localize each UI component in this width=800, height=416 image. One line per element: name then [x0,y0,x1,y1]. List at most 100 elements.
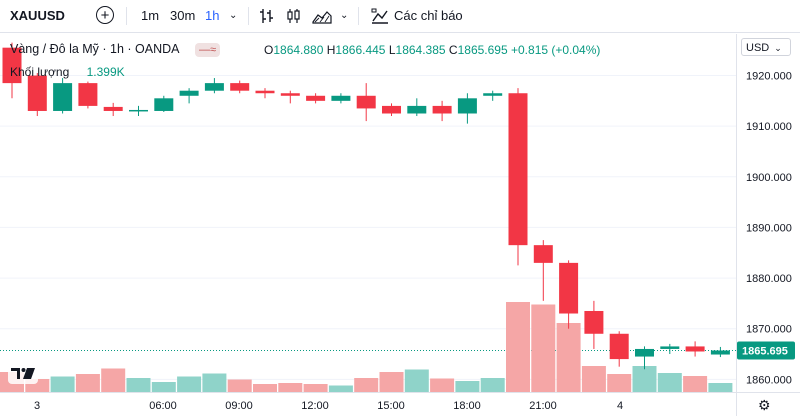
candle-body[interactable] [559,262,579,314]
open-value: 1864.880 [273,43,324,57]
candle-body[interactable] [356,95,376,109]
volume-bar [303,384,328,392]
indicators-button[interactable]: Các chỉ báo [394,8,463,23]
chevron-down-icon[interactable]: ⌄ [340,10,349,21]
area-style-icon[interactable] [312,8,332,24]
price-tick-label: 1870.000 [746,324,792,336]
volume-bar [455,381,480,392]
last-price-label: 1865.695 [742,346,788,358]
volume-bar [430,378,455,392]
candle-style-icon[interactable] [286,8,302,24]
volume-label[interactable]: Khối lượng [10,65,70,79]
volume-bar [202,373,227,392]
candle-body[interactable] [660,346,680,349]
price-tick-label: 1920.000 [746,71,792,83]
symbol-search[interactable]: XAUUSD [10,8,65,23]
candle-body[interactable] [154,98,174,111]
candle-body[interactable] [685,346,705,352]
price-tick-label: 1860.000 [746,374,792,386]
volume-bar [151,382,176,392]
candle-body[interactable] [230,83,250,91]
volume-bar [354,378,379,392]
candle-body[interactable] [457,98,477,114]
volume-bar [50,376,75,392]
candle-body[interactable] [53,83,73,111]
volume-bar [480,378,505,392]
candle-body[interactable] [129,109,148,112]
interval-30m[interactable]: 30m [170,8,196,23]
low-label: L [388,43,396,57]
price-tick-label: 1880.000 [746,273,792,285]
volume-bar [632,366,657,392]
close-label: C [448,43,458,57]
volume-bar [607,374,632,392]
volume-bar [404,369,429,392]
toolbar-divider [248,7,249,25]
candle-body[interactable] [255,90,275,94]
volume-bar [253,384,277,392]
currency-label: USD [746,42,770,54]
volume-bar [683,376,708,392]
volume-bar [379,372,404,392]
candle-body[interactable] [483,93,503,96]
candle-body[interactable] [179,90,199,96]
candle-body[interactable] [2,47,22,84]
candle-body[interactable] [204,83,224,91]
candle-body[interactable] [635,348,654,357]
candle-body[interactable] [382,105,401,114]
candle-body[interactable] [306,95,326,101]
top-toolbar: XAUUSD + 1m 30m 1h ⌄ ⌄ Các chỉ báo [0,0,800,33]
currency-select[interactable]: USD ⌄ [741,38,791,56]
time-tick-label: 3 [34,400,40,412]
candle-body[interactable] [432,105,452,114]
candle-body[interactable] [584,310,604,334]
candle-body[interactable] [533,245,553,263]
candle-body[interactable] [407,105,427,114]
volume-value: 1.399K [86,65,125,79]
tradingview-logo-icon[interactable] [8,362,38,384]
candle-body[interactable] [508,93,528,246]
chevron-down-icon[interactable]: ⌄ [229,10,238,21]
gear-icon[interactable]: ⚙ [758,397,771,413]
time-tick-label: 12:00 [301,400,329,412]
high-label: H [326,43,336,57]
plus-circle-icon[interactable]: + [96,6,114,24]
open-label: O [264,43,274,57]
time-tick-label: 09:00 [225,400,253,412]
volume-legend: Khối lượng 1.399K [10,65,125,79]
time-tick-label: 18:00 [453,400,481,412]
candle-body[interactable] [609,333,629,360]
candle-body[interactable] [710,350,730,355]
price-tick-label: 1900.000 [746,172,792,184]
candle-body[interactable] [331,95,351,101]
time-tick-label: 06:00 [149,400,177,412]
volume-bar [278,383,303,392]
volume-bar [708,383,733,392]
candle-body[interactable] [27,75,47,111]
price-tick-label: 1910.000 [746,121,792,133]
time-tick-label: 15:00 [377,400,405,412]
volume-bar [506,302,530,392]
time-tick-label: 21:00 [529,400,557,412]
volume-bar [556,323,581,392]
time-tick-label: 4 [617,400,623,412]
bar-style-icon[interactable] [259,8,275,24]
toolbar-divider [358,7,359,25]
interval-1h[interactable]: 1h [205,8,220,23]
candle-body[interactable] [78,83,98,106]
volume-bar [75,374,100,392]
wave-icon[interactable]: —≈ [195,42,221,57]
volume-bar [227,379,252,392]
candle-body[interactable] [103,106,123,111]
volume-bar [581,366,606,392]
volume-bar [657,373,682,392]
interval-1m[interactable]: 1m [141,8,160,23]
change-value: +0.815 (+0.04%) [511,43,601,57]
indicators-icon[interactable] [371,8,389,24]
symbol-title[interactable]: Vàng / Đô la Mỹ · 1h · OANDA [10,42,180,56]
candle-body[interactable] [280,93,300,96]
chart-legend: Vàng / Đô la Mỹ · 1h · OANDA —≈ [10,42,222,57]
volume-bar [101,368,126,392]
volume-bar [328,385,353,392]
